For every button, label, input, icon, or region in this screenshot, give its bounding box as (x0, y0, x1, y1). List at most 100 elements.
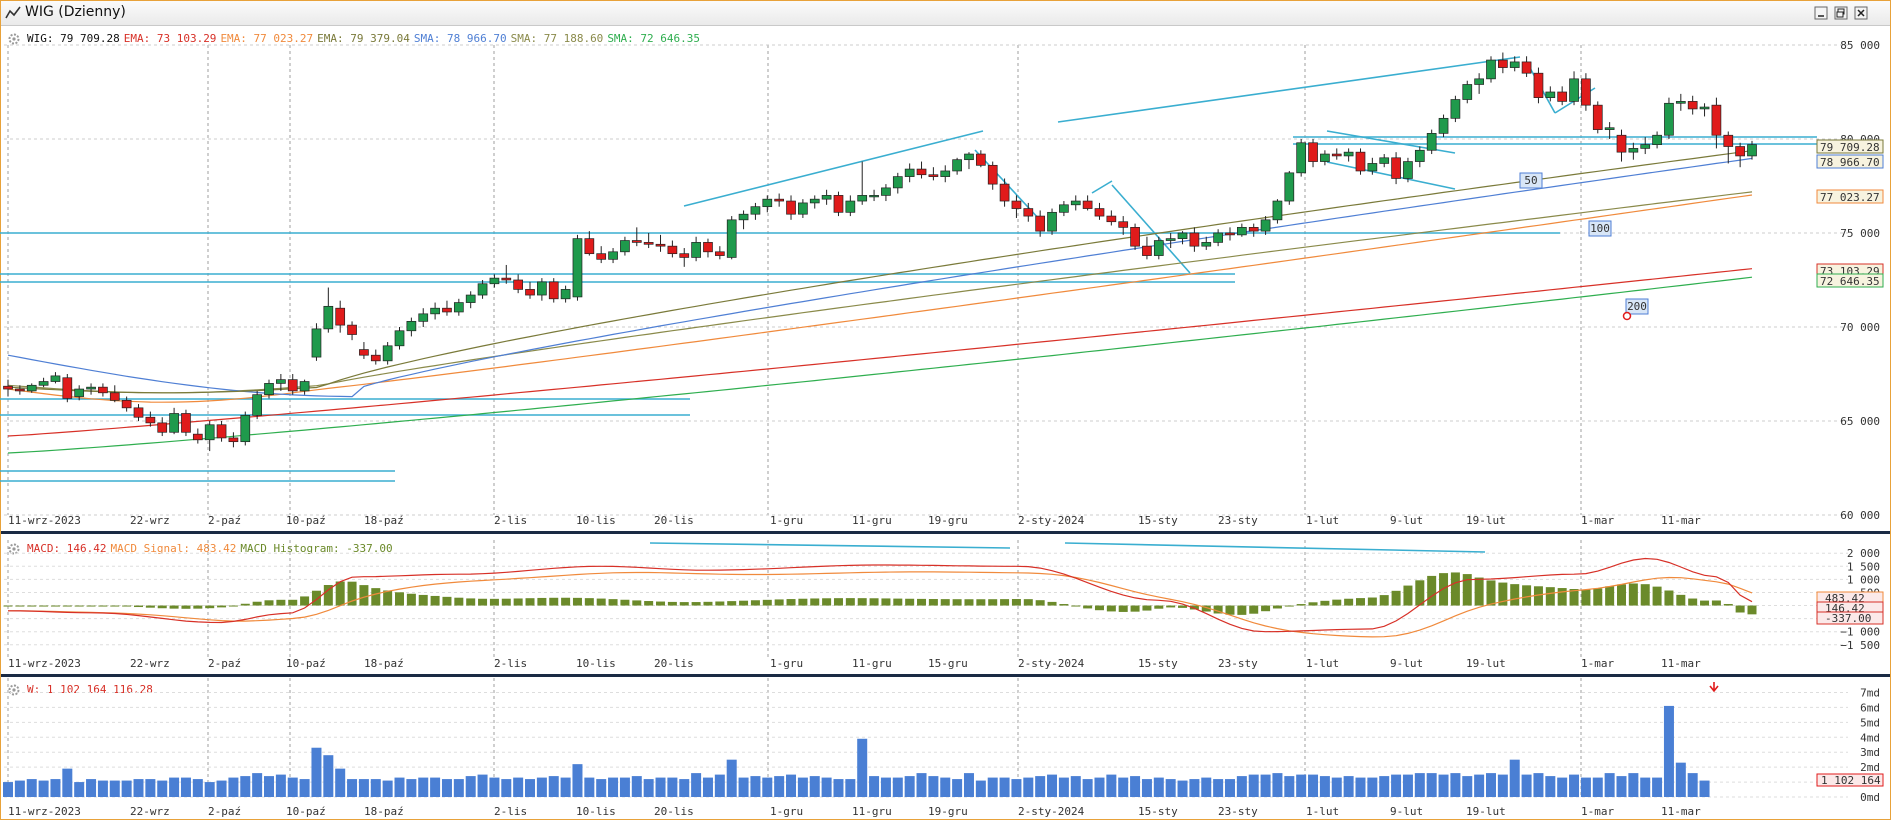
volume-bar (1118, 777, 1129, 797)
volume-bar (145, 779, 156, 797)
minimize-icon[interactable] (1813, 5, 1829, 21)
volume-bar (1272, 773, 1283, 797)
x-tick-label: 1-lut (1306, 514, 1339, 527)
volume-bar (3, 782, 13, 797)
macd-histogram-bar (418, 594, 428, 606)
macd-histogram-bar (1664, 590, 1674, 606)
macd-histogram-bar (667, 601, 677, 606)
macd-histogram-bar (62, 605, 72, 607)
candle-up (1260, 219, 1271, 232)
candle-down (584, 238, 595, 255)
volume-bar (1509, 759, 1520, 797)
macd-histogram-bar (157, 605, 167, 609)
volume-bar (228, 777, 239, 797)
volume-bar (1213, 779, 1224, 797)
volume-settings-icon[interactable] (7, 683, 21, 697)
volume-bar (1414, 773, 1425, 797)
macd-histogram-bar (1344, 598, 1354, 606)
macd-histogram-bar (703, 601, 713, 606)
macd-histogram-bar (833, 598, 843, 606)
macd-histogram-bar (1711, 600, 1721, 606)
ma-badge-label: 50 (1524, 174, 1537, 187)
volume-bar (204, 782, 215, 797)
volume-bar (928, 776, 939, 797)
candle-down (1616, 134, 1627, 153)
trendline (683, 130, 984, 207)
candle-up (1628, 148, 1639, 153)
macd-histogram-bar (893, 598, 903, 606)
volume-bar (1402, 774, 1413, 797)
price-legend: WIG: 79 709.28 EMA: 73 103.29 EMA: 77 023.… (27, 32, 704, 45)
macd-histogram-bar (1023, 599, 1033, 606)
moving-average-line (7, 194, 1753, 403)
volume-bar (1367, 777, 1378, 797)
x-tick-label: 1-lut (1306, 657, 1339, 670)
candle-up (1652, 134, 1662, 145)
macd-histogram-bar (845, 598, 855, 606)
volume-bar (1047, 774, 1058, 797)
macd-histogram-bar (608, 599, 618, 606)
volume-bar (406, 779, 417, 797)
macd-histogram-bar (1533, 586, 1543, 606)
macd-histogram-bar (1118, 605, 1128, 612)
macd-histogram-bar (1071, 605, 1081, 607)
panel-separator[interactable] (1, 531, 1890, 534)
volume-bar (1628, 773, 1639, 797)
panel-separator[interactable] (1, 674, 1890, 677)
candle-up (1165, 238, 1176, 241)
macd-histogram-bar (98, 605, 108, 607)
candle-up (418, 313, 429, 322)
candle-down (1498, 59, 1508, 68)
candle-up (74, 388, 85, 397)
volume-bar (1604, 773, 1615, 797)
macd-histogram-bar (739, 600, 749, 606)
volume-bar (1569, 774, 1580, 797)
restore-icon[interactable] (1833, 5, 1849, 21)
candle-down (3, 385, 13, 390)
macd-histogram-bar (1130, 605, 1140, 612)
volume-bar (821, 777, 832, 797)
macd-histogram-bar (715, 601, 725, 606)
candle-down (370, 354, 381, 362)
volume-bar (501, 779, 512, 797)
candle-up (1675, 101, 1686, 104)
candle-down (786, 200, 796, 215)
macd-histogram-bar (1498, 582, 1508, 606)
macd-histogram-bar (1059, 604, 1069, 606)
macd-histogram-bar (1640, 584, 1650, 606)
volume-bar (1201, 777, 1212, 797)
macd-histogram-bar (1427, 575, 1437, 606)
price-settings-icon[interactable] (7, 32, 21, 46)
candle-up (1545, 91, 1556, 98)
candle-up (1201, 242, 1212, 247)
macd-histogram-bar (478, 598, 488, 606)
candle-up (1474, 78, 1484, 85)
macd-histogram-bar (596, 598, 606, 606)
macd-histogram-bar (572, 597, 582, 606)
macd-histogram-bar (644, 601, 654, 606)
macd-histogram-bar (964, 599, 974, 606)
down-arrow-icon (1709, 682, 1719, 693)
volume-bar (999, 777, 1010, 797)
y-tick-label: 6md (1860, 701, 1880, 714)
candle-down (1355, 151, 1366, 172)
x-tick-label: 9-lut (1390, 805, 1423, 818)
price-tag (1816, 273, 1884, 288)
candle-down (133, 407, 144, 418)
candle-up (26, 384, 37, 392)
close-icon[interactable] (1853, 5, 1869, 21)
macd-histogram-bar (1439, 573, 1449, 606)
volume-bar (465, 776, 476, 797)
macd-histogram-bar (1450, 572, 1460, 606)
macd-histogram-bar (1652, 586, 1662, 606)
macd-settings-icon[interactable] (7, 542, 21, 556)
x-tick-label: 11-wrz-2023 (8, 514, 81, 527)
candle-down (1225, 232, 1235, 236)
macd-histogram-bar (691, 602, 701, 606)
macd-histogram-bar (1569, 589, 1579, 606)
volume-bar (1248, 774, 1259, 797)
volume-bar (643, 779, 654, 797)
candle-up (430, 307, 440, 315)
macd-histogram-bar (1545, 587, 1555, 606)
